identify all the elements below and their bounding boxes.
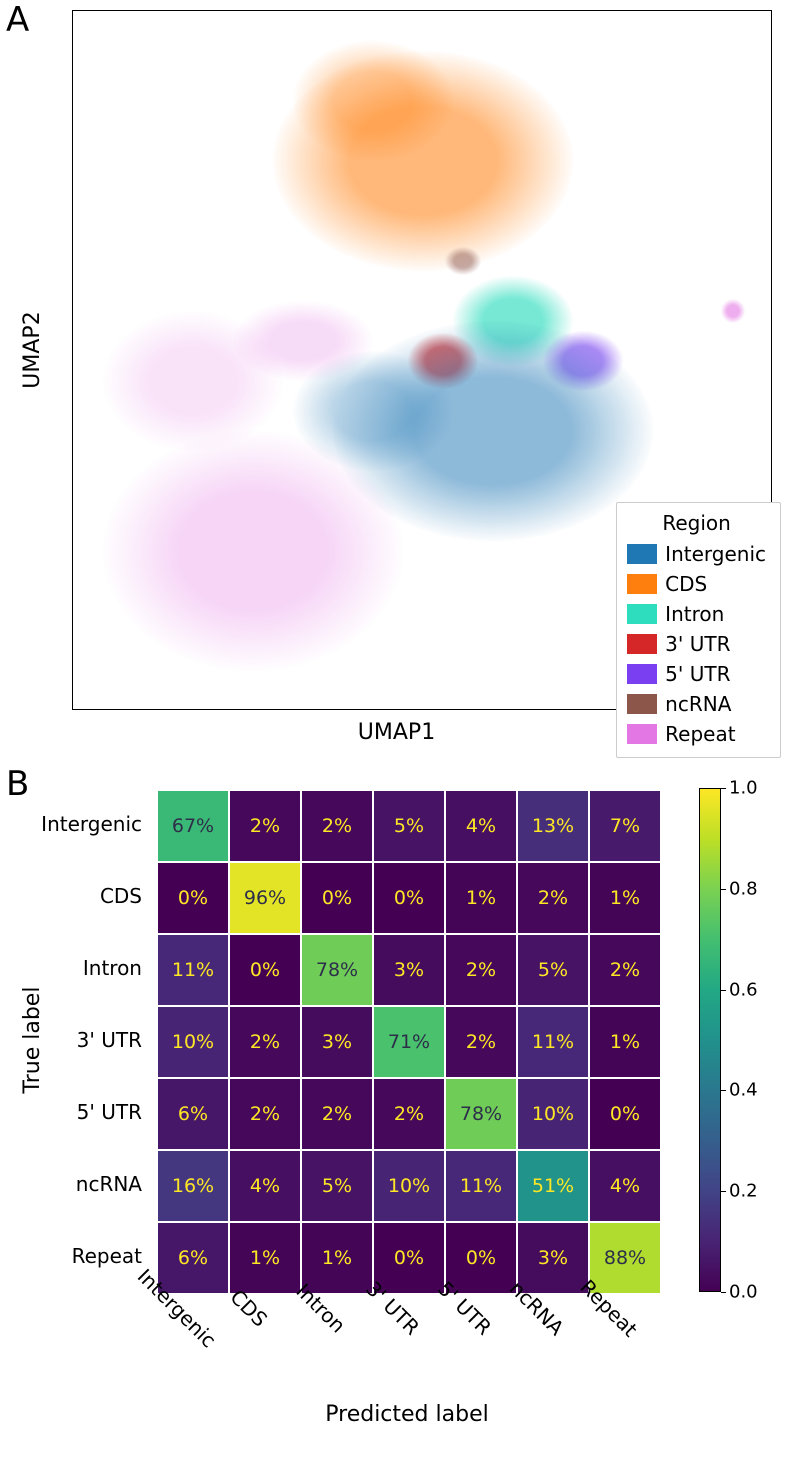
colorbar-tick-mark [721,889,726,890]
colorbar-tick-label: 0.6 [729,979,758,1000]
heatmap-cell: 10% [373,1150,445,1222]
heatmap-cell: 71% [373,1006,445,1078]
heatmap-cell: 0% [157,862,229,934]
heatmap-wrap: 67%2%2%5%4%13%7%0%96%0%0%1%2%1%11%0%78%3… [155,788,663,1296]
heatmap-cell: 16% [157,1150,229,1222]
legend-swatch [627,724,657,744]
panel-a-y-axis-label: UMAP2 [20,311,45,388]
heatmap-cell: 4% [445,790,517,862]
legend-title: Region [627,511,766,535]
heatmap-cell: 2% [229,790,301,862]
heatmap-cell: 4% [589,1150,661,1222]
heatmap-y-tick: Repeat [0,1220,142,1292]
legend-item: 3' UTR [627,629,766,659]
heatmap-cell: 5% [373,790,445,862]
heatmap-cell: 2% [229,1006,301,1078]
legend-label: ncRNA [665,689,731,719]
panel-a: A UMAP2 UMAP1 Region IntergenicCDSIntron… [0,0,793,770]
legend-label: 3' UTR [665,629,730,659]
heatmap-cell: 1% [445,862,517,934]
colorbar-tick-mark [721,1191,726,1192]
legend-label: Repeat [665,719,735,749]
legend-label: Intron [665,599,724,629]
heatmap-cell: 96% [229,862,301,934]
heatmap-cell: 1% [589,862,661,934]
colorbar-tick-label: 0.4 [729,1080,758,1101]
legend-swatch [627,574,657,594]
umap-cluster [103,431,403,671]
heatmap-cell: 78% [301,934,373,1006]
heatmap-cell: 11% [157,934,229,1006]
legend-item: Repeat [627,719,766,749]
heatmap-cell: 0% [373,862,445,934]
heatmap-cell: 0% [229,934,301,1006]
heatmap-cell: 3% [373,934,445,1006]
colorbar [699,788,721,1292]
colorbar-tick-label: 1.0 [729,778,758,799]
heatmap-cell: 2% [517,862,589,934]
heatmap-cell: 2% [301,790,373,862]
panel-b: B IntergenicCDSIntron3' UTR5' UTRncRNARe… [0,770,793,1464]
heatmap-cell: 67% [157,790,229,862]
heatmap-y-tick: ncRNA [0,1148,142,1220]
legend-label: 5' UTR [665,659,730,689]
panel-b-x-axis-label: Predicted label [155,1402,659,1427]
heatmap-cell: 2% [301,1078,373,1150]
heatmap-y-tick: CDS [0,860,142,932]
colorbar-tick-mark [721,1090,726,1091]
heatmap-cell: 5% [301,1150,373,1222]
legend-item: 5' UTR [627,659,766,689]
heatmap-cell: 2% [445,934,517,1006]
heatmap-cell: 2% [373,1078,445,1150]
legend-item: ncRNA [627,689,766,719]
colorbar-tick-label: 0.8 [729,878,758,899]
colorbar-tick-mark [721,788,726,789]
heatmap-cell: 10% [157,1006,229,1078]
heatmap-cell: 0% [589,1078,661,1150]
heatmap-cell: 10% [517,1078,589,1150]
legend-label: CDS [665,569,707,599]
heatmap-cell: 51% [517,1150,589,1222]
heatmap-cell: 11% [517,1006,589,1078]
colorbar-tick-label: 0.2 [729,1181,758,1202]
colorbar-tick-label: 0.0 [729,1282,758,1303]
umap-cluster [293,41,453,161]
legend-item: CDS [627,569,766,599]
heatmap-x-ticks: IntergenicCDSIntron3' UTR5' UTRncRNARepe… [155,1294,659,1326]
legend-swatch [627,664,657,684]
heatmap-cell: 2% [589,934,661,1006]
heatmap-y-tick: Intergenic [0,788,142,860]
legend-item: Intron [627,599,766,629]
heatmap-cell: 1% [589,1006,661,1078]
heatmap-cell: 2% [229,1078,301,1150]
figure-root: A UMAP2 UMAP1 Region IntergenicCDSIntron… [0,0,793,1464]
legend-label: Intergenic [665,539,766,569]
umap-cluster [233,301,373,381]
heatmap-cell: 13% [517,790,589,862]
panel-a-legend: Region IntergenicCDSIntron3' UTR5' UTRnc… [616,502,781,758]
legend-swatch [627,694,657,714]
umap-cluster [721,299,745,323]
umap-cluster [445,247,481,275]
heatmap-cell: 0% [301,862,373,934]
legend-item: Intergenic [627,539,766,569]
heatmap-cell: 3% [301,1006,373,1078]
heatmap-cell: 11% [445,1150,517,1222]
legend-swatch [627,604,657,624]
legend-swatch [627,634,657,654]
panel-a-label: A [6,0,29,40]
heatmap-cell: 6% [157,1078,229,1150]
heatmap-cell: 7% [589,790,661,862]
heatmap-cell: 78% [445,1078,517,1150]
heatmap-cell: 4% [229,1150,301,1222]
heatmap-cell: 5% [517,934,589,1006]
panel-b-y-axis-label: True label [20,987,45,1094]
confusion-matrix-heatmap: 67%2%2%5%4%13%7%0%96%0%0%1%2%1%11%0%78%3… [155,788,663,1296]
legend-swatch [627,544,657,564]
colorbar-tick-mark [721,1292,726,1293]
heatmap-cell: 2% [445,1006,517,1078]
colorbar-tick-mark [721,990,726,991]
